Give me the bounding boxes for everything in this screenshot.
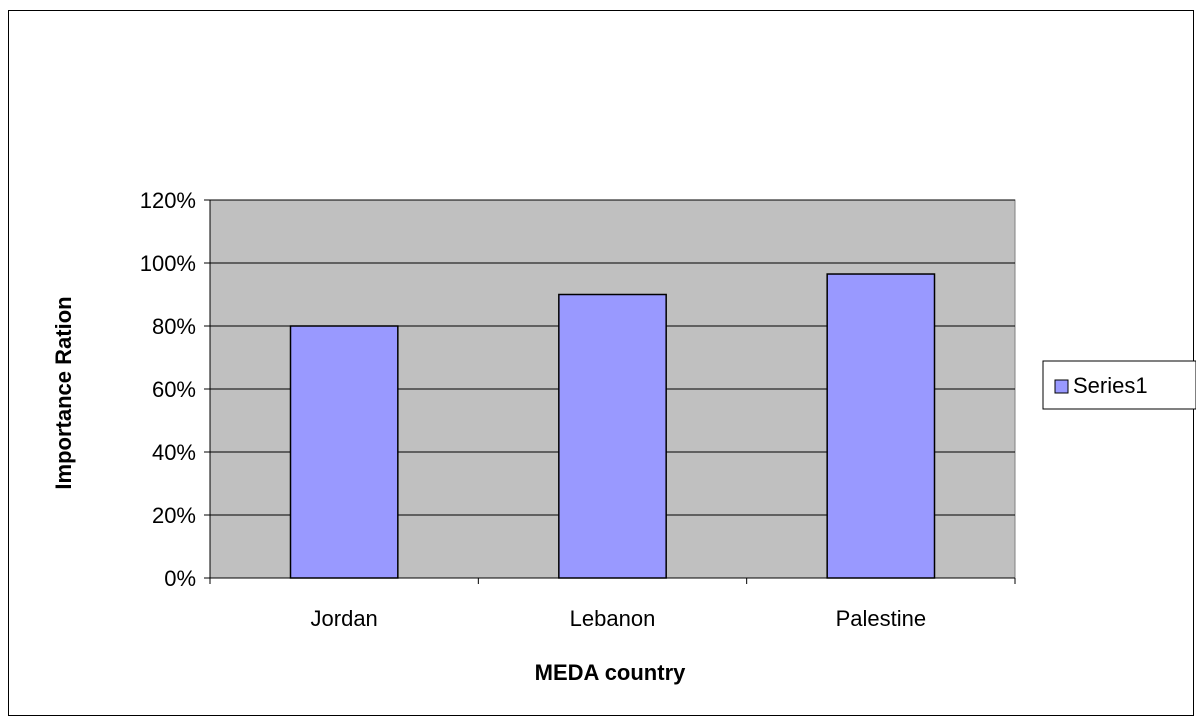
bar-palestine: [826, 273, 936, 579]
y-axis-title: Importance Ration: [51, 296, 76, 489]
axes: [204, 199, 1016, 584]
x-tick-labels: Jordan Lebanon Palestine: [311, 606, 927, 631]
y-tick-label: 20%: [152, 503, 196, 528]
y-tick-label: 80%: [152, 314, 196, 339]
bar-jordan: [289, 325, 399, 579]
bars: [289, 273, 936, 579]
legend: Series1: [1042, 360, 1196, 410]
y-tick-label: 0%: [164, 566, 196, 591]
bar-lebanon: [558, 293, 667, 579]
legend-swatch: [1054, 379, 1069, 394]
y-tick-label: 120%: [140, 188, 196, 213]
y-tick-label: 40%: [152, 440, 196, 465]
y-tick-label: 100%: [140, 251, 196, 276]
x-tick-label: Lebanon: [570, 606, 656, 631]
y-tick-labels: 0% 20% 40% 60% 80% 100% 120%: [140, 188, 196, 591]
y-tick-label: 60%: [152, 377, 196, 402]
x-tick-label: Jordan: [311, 606, 378, 631]
x-tick-label: Palestine: [836, 606, 927, 631]
x-axis-title: MEDA country: [535, 660, 687, 685]
legend-label-series1: Series1: [1073, 373, 1148, 398]
